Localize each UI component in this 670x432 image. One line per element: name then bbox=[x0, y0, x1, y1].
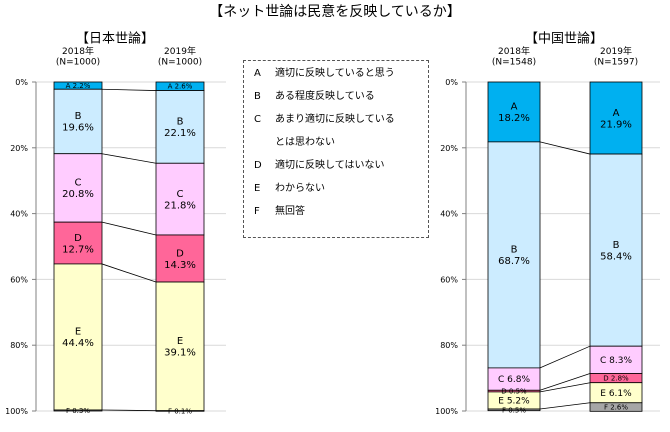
y-tick-label: 60% bbox=[10, 275, 28, 284]
legend-text: わからない bbox=[275, 183, 325, 194]
connector-line bbox=[539, 402, 591, 410]
legend-text: あまり適切に反映している bbox=[275, 114, 395, 125]
bar-segment bbox=[155, 162, 205, 236]
bar-segment bbox=[487, 141, 541, 369]
legend-code: E bbox=[254, 183, 261, 194]
data-label: E 39.1% bbox=[164, 336, 196, 359]
category-label: 2019年(N=1597) bbox=[594, 45, 638, 67]
chart-title: 【日本世論】 bbox=[76, 31, 154, 47]
bar-segment bbox=[155, 90, 205, 164]
bar-segment bbox=[53, 153, 103, 223]
connector-line bbox=[101, 409, 157, 412]
chart-title: 【中国世論】 bbox=[525, 31, 603, 47]
data-label: E 44.4% bbox=[62, 327, 94, 350]
connector-line bbox=[101, 221, 157, 236]
y-tick-label: 80% bbox=[10, 341, 28, 350]
data-label: C 21.8% bbox=[164, 189, 196, 212]
y-tick-label: 100% bbox=[435, 407, 458, 416]
data-label: C 6.8% bbox=[498, 375, 530, 385]
y-tick-label: 60% bbox=[440, 275, 458, 284]
legend-text: とは思わない bbox=[275, 137, 335, 148]
data-label: F 0.3% bbox=[66, 407, 90, 415]
data-label: A 2.2% bbox=[66, 82, 91, 90]
bar-segment bbox=[487, 408, 541, 412]
y-tick-label: 100% bbox=[5, 407, 28, 416]
data-label: B 58.4% bbox=[600, 240, 632, 262]
legend-item: A 適切に反映していると思う bbox=[254, 68, 428, 91]
legend-text: ある程度反映している bbox=[275, 91, 375, 102]
y-tick-label: 20% bbox=[440, 144, 458, 153]
data-label: C 8.3% bbox=[600, 356, 632, 366]
y-tick-label: 0% bbox=[15, 78, 28, 87]
bar-segment bbox=[53, 263, 103, 411]
connector-line bbox=[539, 141, 591, 155]
legend-code: C bbox=[254, 114, 261, 125]
data-label: B 22.1% bbox=[164, 117, 196, 139]
y-tick-label: 40% bbox=[440, 210, 458, 219]
data-label: A 18.2% bbox=[498, 102, 530, 125]
legend-code: F bbox=[254, 206, 260, 217]
bar-segment bbox=[589, 81, 643, 155]
legend-text: 無回答 bbox=[275, 206, 305, 217]
y-tick-label: 80% bbox=[440, 341, 458, 350]
y-tick-label: 40% bbox=[10, 210, 28, 219]
bar-segment bbox=[155, 234, 205, 283]
bar-segment bbox=[589, 402, 643, 412]
bar-segment bbox=[53, 221, 103, 265]
page-title: 【ネット世論は民意を反映しているか】 bbox=[209, 4, 461, 20]
bar-segment bbox=[589, 153, 643, 347]
bar-segment bbox=[487, 81, 541, 143]
category-label: 2018年(N=1548) bbox=[492, 45, 536, 67]
connector-line bbox=[101, 88, 157, 91]
bar-segment bbox=[53, 409, 103, 412]
y-tick-label: 0% bbox=[445, 78, 458, 87]
legend: A 適切に反映していると思う B ある程度反映している C あまり適切に反映している とは思… bbox=[243, 60, 429, 238]
data-label: D 0.5% bbox=[501, 388, 527, 396]
legend-item: E わからない bbox=[254, 183, 428, 206]
legend-item: D 適切に反映してはいない bbox=[254, 160, 428, 183]
bar-segment bbox=[53, 88, 103, 155]
data-label: F 2.6% bbox=[604, 404, 628, 412]
data-label: C 20.8% bbox=[62, 178, 94, 201]
data-label: D 14.3% bbox=[164, 248, 196, 271]
legend-item: B ある程度反映している bbox=[254, 91, 428, 114]
legend-text: 適切に反映してはいない bbox=[275, 160, 385, 171]
connector-line bbox=[101, 153, 157, 164]
data-label: F 0.1% bbox=[168, 407, 192, 415]
y-tick-label: 20% bbox=[10, 144, 28, 153]
connector-line bbox=[539, 382, 591, 393]
legend-item: F 無回答 bbox=[254, 206, 428, 229]
legend-code: B bbox=[254, 91, 261, 102]
data-label: B 68.7% bbox=[498, 245, 530, 268]
connector-line bbox=[101, 263, 157, 283]
legend-item: とは思わない bbox=[254, 137, 428, 160]
connector-line bbox=[539, 373, 591, 391]
data-label: E 6.1% bbox=[600, 389, 632, 399]
category-label: 2019年(N=1000) bbox=[158, 45, 202, 67]
legend-code: D bbox=[254, 160, 262, 171]
legend-text: 適切に反映していると思う bbox=[275, 68, 395, 79]
legend-code: A bbox=[254, 68, 261, 79]
bar-segment bbox=[589, 345, 643, 374]
category-label: 2018年(N=1000) bbox=[56, 45, 100, 67]
data-label: B 19.6% bbox=[62, 111, 94, 133]
data-label: A 2.6% bbox=[168, 83, 193, 91]
data-label: D 2.8% bbox=[603, 375, 629, 383]
legend-item: C あまり適切に反映している bbox=[254, 114, 428, 137]
bar-segment bbox=[155, 410, 205, 412]
data-label: D 12.7% bbox=[62, 233, 94, 256]
connector-line bbox=[539, 345, 591, 369]
bar-segment bbox=[155, 281, 205, 412]
data-label: E 5.2% bbox=[498, 397, 530, 407]
data-label: F 0.5% bbox=[502, 406, 526, 414]
data-label: A 21.9% bbox=[600, 108, 632, 131]
